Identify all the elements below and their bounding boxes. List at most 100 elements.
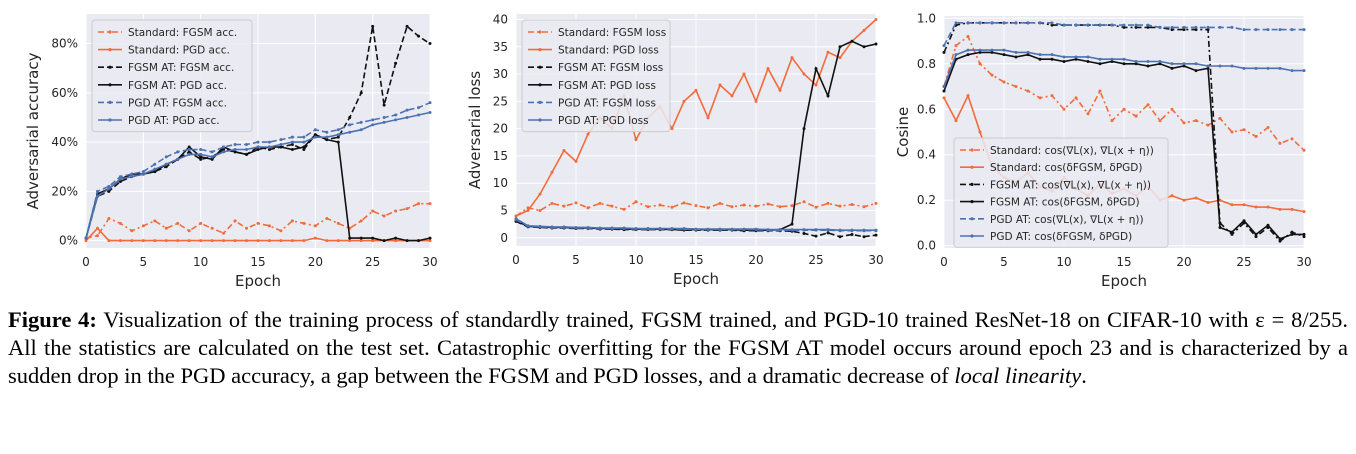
legend-entry: PGD AT: cos(∇L(x), ∇L(x + η)) xyxy=(990,214,1144,226)
data-point xyxy=(187,229,191,233)
cosine-chart: 0 5 10 15 20 25 30 0.0 0.2 0.4 0.6 0.8 1.0 Epoch Cosin… xyxy=(896,11,1312,290)
data-point xyxy=(682,99,686,103)
data-point xyxy=(978,130,982,134)
data-point xyxy=(954,53,958,57)
data-point xyxy=(1038,21,1042,25)
figure-label: Figure 4: xyxy=(8,307,97,332)
data-point xyxy=(694,88,698,92)
data-point xyxy=(1146,25,1150,29)
data-point xyxy=(1110,119,1114,123)
data-point xyxy=(694,204,698,208)
data-point xyxy=(670,227,674,231)
data-point xyxy=(256,239,260,243)
y-tick-label: 15 xyxy=(493,149,508,163)
data-point xyxy=(417,239,421,243)
data-point xyxy=(874,17,878,21)
data-point xyxy=(826,94,830,98)
x-tick-label: 20 xyxy=(308,255,323,269)
data-point xyxy=(279,145,283,149)
data-point xyxy=(1230,232,1234,236)
data-point xyxy=(990,50,994,54)
data-point xyxy=(814,234,818,238)
data-point xyxy=(210,239,214,243)
data-point xyxy=(1254,28,1258,32)
figure-caption: Figure 4: Visualization of the training … xyxy=(8,306,1348,390)
data-point xyxy=(706,206,710,210)
data-point xyxy=(130,229,134,233)
data-point xyxy=(1230,230,1234,234)
legend-entry: PGD AT: PGD acc. xyxy=(128,115,220,127)
data-point xyxy=(610,226,614,230)
data-point xyxy=(1062,55,1066,59)
data-point xyxy=(290,239,294,243)
data-point xyxy=(790,228,794,232)
x-axis-label: Epoch xyxy=(1101,272,1147,290)
legend-entry: FGSM AT: cos(∇L(x), ∇L(x + η)) xyxy=(990,179,1151,191)
data-point xyxy=(742,203,746,207)
data-point xyxy=(1182,25,1186,29)
data-point xyxy=(1158,119,1162,123)
data-point xyxy=(1122,57,1126,61)
data-point xyxy=(164,165,168,169)
y-tick-label: 0.6 xyxy=(917,102,936,116)
data-point xyxy=(176,157,180,161)
data-point xyxy=(325,130,329,134)
data-point xyxy=(1170,28,1174,32)
data-point xyxy=(574,225,578,229)
legend-entry: PGD AT: FGSM loss xyxy=(558,97,656,109)
data-point xyxy=(118,175,122,179)
data-point xyxy=(942,89,946,93)
data-point xyxy=(874,233,878,237)
data-point xyxy=(1158,62,1162,66)
data-point xyxy=(1074,23,1078,27)
x-tick-label: 10 xyxy=(628,253,643,267)
data-point xyxy=(279,138,283,142)
data-point xyxy=(1170,194,1174,198)
x-tick-label: 15 xyxy=(250,255,265,269)
data-point xyxy=(1206,201,1210,205)
data-point xyxy=(359,239,363,243)
data-point xyxy=(682,201,686,205)
data-point xyxy=(245,143,249,147)
x-tick-label: 20 xyxy=(1176,255,1191,269)
data-point xyxy=(210,155,214,159)
data-point xyxy=(1290,69,1294,73)
data-point xyxy=(1110,57,1114,61)
data-point xyxy=(164,162,168,166)
data-point xyxy=(646,227,650,231)
data-point xyxy=(1302,69,1306,73)
data-point xyxy=(802,231,806,235)
legend-entry: PGD AT: FGSM acc. xyxy=(128,97,227,109)
data-point xyxy=(348,239,352,243)
y-tick-label: 10 xyxy=(493,176,508,190)
x-tick-label: 25 xyxy=(365,255,380,269)
x-tick-label: 5 xyxy=(1000,255,1008,269)
data-point xyxy=(1266,28,1270,32)
data-point xyxy=(754,99,758,103)
data-point xyxy=(1014,21,1018,25)
data-point xyxy=(1242,128,1246,132)
data-point xyxy=(222,150,226,154)
data-point xyxy=(187,239,191,243)
y-tick-label: 0.4 xyxy=(917,148,936,162)
data-point xyxy=(1062,23,1066,27)
data-point xyxy=(1002,80,1006,84)
data-point xyxy=(1194,25,1198,29)
x-tick-label: 0 xyxy=(940,255,948,269)
y-axis-label: Cosine xyxy=(896,107,912,157)
data-point xyxy=(1230,64,1234,68)
data-point xyxy=(586,206,590,210)
data-point xyxy=(245,226,249,230)
data-point xyxy=(1134,23,1138,27)
data-point xyxy=(405,24,409,28)
data-point xyxy=(1170,25,1174,29)
data-point xyxy=(1278,239,1282,243)
data-point xyxy=(802,72,806,76)
data-point xyxy=(1290,232,1294,236)
data-point xyxy=(118,177,122,181)
legend-marker xyxy=(970,234,974,238)
data-point xyxy=(428,239,432,243)
data-point xyxy=(1278,28,1282,32)
data-point xyxy=(256,147,260,151)
data-point xyxy=(371,209,375,213)
